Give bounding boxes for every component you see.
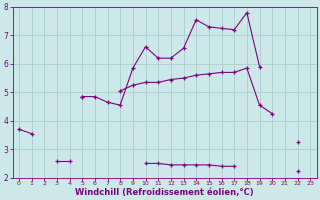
X-axis label: Windchill (Refroidissement éolien,°C): Windchill (Refroidissement éolien,°C)	[75, 188, 254, 197]
